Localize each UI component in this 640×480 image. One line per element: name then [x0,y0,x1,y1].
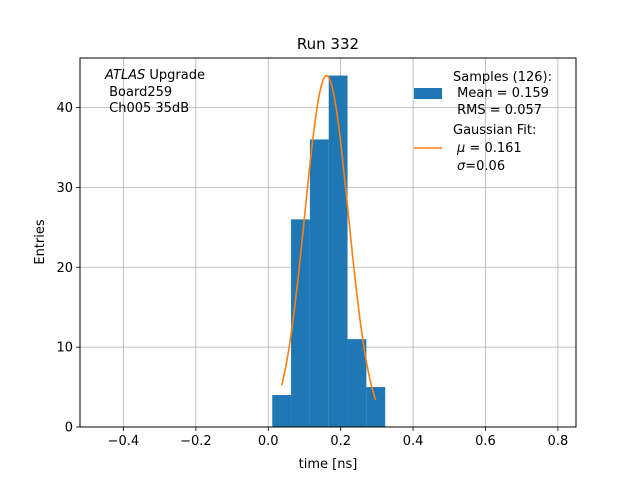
histogram-bar [291,219,310,427]
legend-mu-value: = 0.161 [465,141,521,156]
y-axis-label: Entries [33,219,48,265]
y-axis-ticks: 0 10 20 30 40 [56,101,80,436]
annotation-line-3: Ch005 35dB [105,101,189,116]
annotation-upgrade: Upgrade [145,68,205,83]
legend-samples-swatch [414,88,442,99]
annotation-line-2: Board259 [105,85,172,100]
x-tick-label: 0.6 [475,434,496,449]
legend-fit-line-2: μ = 0.161 [456,141,522,156]
legend-sigma-symbol: σ [457,159,466,174]
histogram-bar [347,339,367,427]
histogram-bar [272,395,292,427]
y-tick-label: 0 [65,421,73,436]
gaussian-fit-curve [280,74,377,401]
annotation-atlas: ATLAS [104,68,145,83]
annotation-line-1: ATLAS Upgrade [104,68,205,83]
legend-samples-line-1: Samples (126): [453,70,552,85]
legend-mu-symbol: μ [456,141,465,156]
chart-title: Run 332 [297,35,359,53]
x-tick-label: −0.2 [180,434,212,449]
plot-frame [79,57,577,428]
legend-samples-line-3: RMS = 0.057 [453,103,542,118]
x-tick-label: 0.0 [258,434,279,449]
x-tick-label: −0.4 [108,434,140,449]
y-tick-label: 20 [56,261,73,276]
gaussian-fit [280,74,377,401]
legend-fit-line-3: σ=0.06 [457,159,505,174]
x-tick-label: 0.4 [403,434,424,449]
legend-fit-line-1: Gaussian Fit: [453,123,536,138]
histogram-bar [366,387,386,427]
histogram-bar [309,139,329,427]
y-tick-label: 40 [56,101,73,116]
legend-sigma-value: =0.06 [465,159,505,174]
y-tick-label: 10 [56,341,73,356]
histogram-bars [272,75,386,428]
x-tick-label: 0.2 [330,434,351,449]
legend: Samples (126): Mean = 0.159 RMS = 0.057 … [414,70,552,174]
legend-samples-line-2: Mean = 0.159 [453,86,549,101]
y-tick-label: 30 [56,181,73,196]
x-axis-ticks: −0.4 −0.2 0.0 0.2 0.4 0.6 0.8 [108,427,569,449]
x-tick-label: 0.8 [548,434,569,449]
x-axis-label: time [ns] [299,457,358,472]
